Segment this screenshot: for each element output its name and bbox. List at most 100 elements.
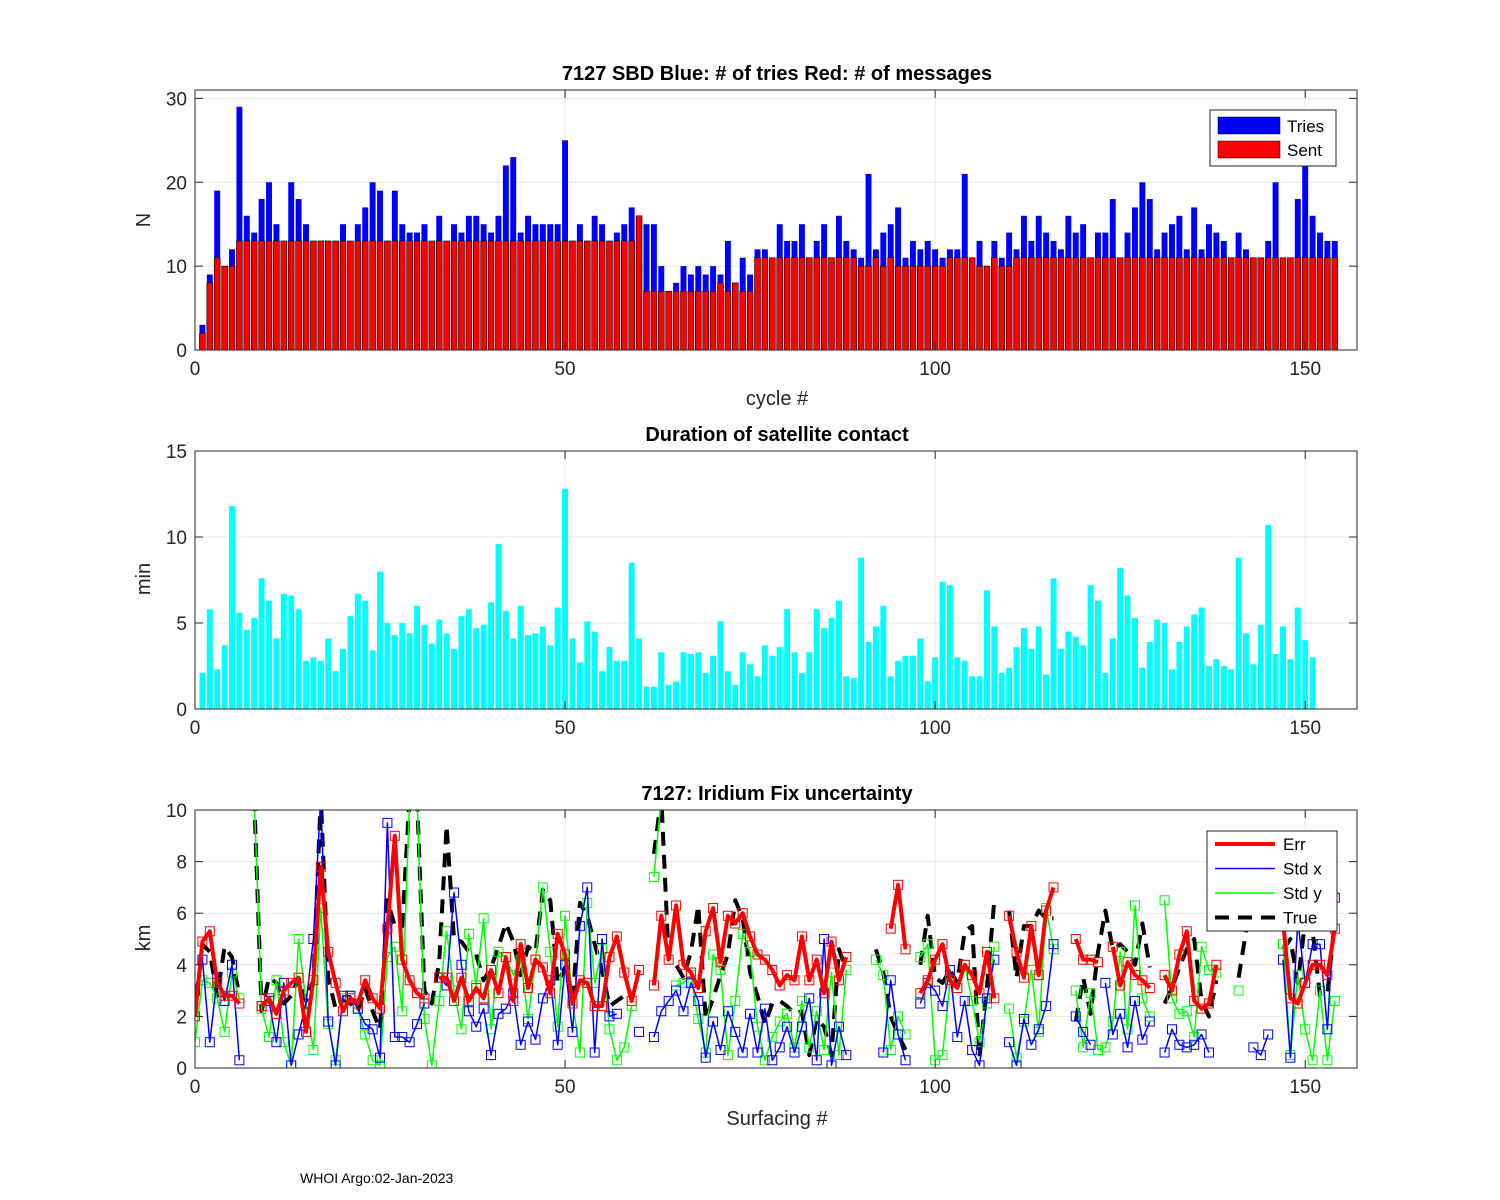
data-marker	[1137, 1034, 1148, 1045]
data-marker	[604, 1011, 615, 1022]
duration-bar	[273, 638, 280, 709]
tries-bar	[236, 106, 243, 350]
data-marker	[413, 793, 422, 802]
data-marker	[930, 954, 941, 965]
sent-bar	[769, 257, 776, 351]
sent-bar	[243, 240, 251, 351]
data-marker	[412, 988, 423, 999]
sent-bar	[532, 240, 539, 351]
duration-bar	[1272, 653, 1279, 709]
data-marker	[952, 983, 963, 994]
data-marker	[700, 926, 711, 937]
duration-bar	[858, 557, 865, 709]
data-marker	[537, 962, 548, 973]
sent-bar	[724, 290, 732, 351]
series-line	[651, 903, 849, 996]
data-marker	[796, 1021, 807, 1032]
duration-bar	[451, 648, 458, 709]
sent-bar	[968, 257, 976, 351]
data-marker	[678, 1006, 689, 1017]
data-marker	[1078, 1026, 1089, 1037]
sent-bar	[643, 290, 650, 351]
data-marker	[1048, 939, 1059, 950]
series-line	[1281, 920, 1337, 1006]
duration-bar	[1057, 648, 1064, 709]
sent-bar	[1035, 257, 1043, 351]
data-marker	[826, 1060, 837, 1068]
data-marker	[981, 946, 992, 957]
data-marker	[493, 946, 504, 957]
sent-bar	[273, 240, 280, 351]
duration-bar	[1294, 607, 1301, 709]
y-tick-label: 10	[166, 528, 187, 549]
data-marker	[597, 934, 608, 944]
data-marker	[967, 1044, 978, 1055]
data-marker	[1100, 977, 1111, 988]
data-marker	[619, 1042, 630, 1053]
duration-bar	[739, 652, 746, 709]
data-marker	[375, 1052, 386, 1063]
duration-bar	[954, 657, 961, 709]
duration-bar	[717, 621, 724, 709]
sent-bar	[1109, 257, 1117, 351]
sent-bar	[857, 265, 865, 351]
data-marker	[611, 1055, 622, 1066]
data-marker	[915, 988, 926, 999]
data-marker	[959, 959, 970, 970]
legend-fix: Err Std x Std y True	[1206, 830, 1338, 932]
data-marker	[582, 882, 593, 893]
data-marker	[330, 977, 341, 988]
data-marker	[893, 1029, 904, 1040]
data-marker	[278, 977, 289, 988]
data-marker	[811, 1055, 822, 1066]
data-marker	[560, 910, 571, 921]
data-marker	[974, 1060, 985, 1068]
data-marker	[885, 923, 896, 934]
data-marker	[597, 1001, 608, 1012]
duration-bar	[1020, 628, 1027, 709]
duration-bar	[724, 671, 731, 709]
sent-bar	[761, 257, 769, 351]
sent-bar	[480, 240, 487, 351]
series-line	[1252, 1034, 1269, 1056]
data-marker	[1078, 1042, 1089, 1053]
data-marker	[463, 928, 474, 939]
data-marker	[278, 985, 289, 996]
data-marker	[360, 1019, 371, 1030]
data-marker	[1196, 1029, 1207, 1040]
data-marker	[315, 861, 326, 872]
y-tick-label: 10	[166, 257, 187, 278]
data-marker	[589, 1047, 600, 1058]
duration-bar	[562, 488, 569, 709]
sent-bar	[324, 240, 332, 351]
sent-bar	[791, 257, 798, 351]
data-marker	[478, 993, 489, 1004]
series-line	[1162, 937, 1219, 1019]
duration-bar	[280, 593, 287, 709]
y-tick-label: 10	[166, 801, 187, 822]
duration-bar	[295, 609, 302, 709]
sent-bar	[443, 240, 450, 351]
series-line	[919, 959, 996, 1067]
data-marker	[234, 1055, 245, 1066]
data-marker	[1196, 1003, 1207, 1014]
y-tick-label: 2	[176, 1007, 187, 1028]
x-tick-label: 50	[554, 1077, 575, 1098]
legend-tries-sent: Tries Sent	[1209, 109, 1337, 167]
sent-bar	[850, 257, 857, 351]
data-marker	[663, 954, 674, 965]
sent-bar	[369, 240, 376, 351]
series-line	[1163, 900, 1217, 1038]
y-tick-label: 30	[166, 89, 187, 110]
data-marker	[648, 980, 659, 991]
sent-bar	[946, 257, 954, 351]
duration-bar	[761, 645, 768, 709]
data-marker	[722, 1006, 733, 1017]
sent-bar	[524, 240, 532, 351]
data-marker	[293, 1029, 304, 1040]
sent-bar	[228, 265, 236, 351]
duration-bar	[569, 638, 576, 709]
duration-bar	[1132, 617, 1138, 709]
sent-bar	[1042, 257, 1050, 351]
sent-bar	[702, 290, 709, 351]
